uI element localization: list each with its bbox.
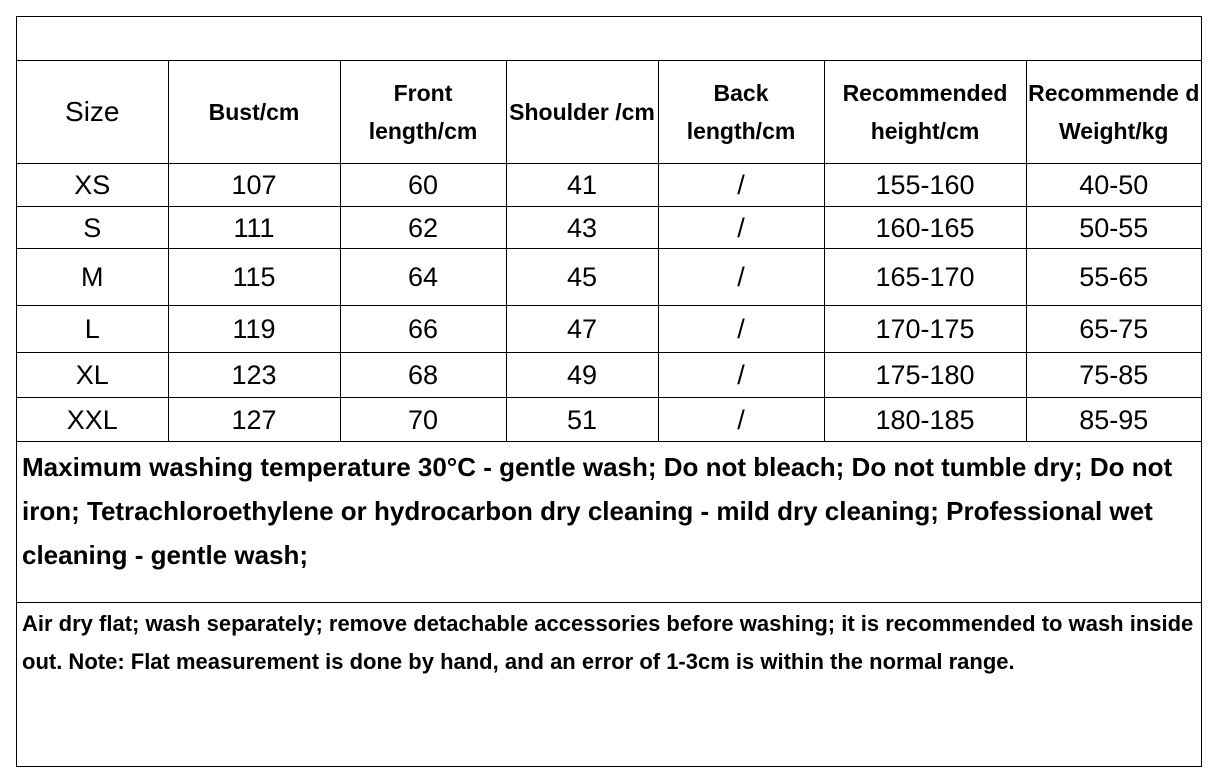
cell-back-length: / — [657, 305, 825, 353]
cell-size: XS — [17, 163, 169, 207]
cell-front-length: 62 — [339, 206, 507, 249]
cell-height: 180-185 — [823, 397, 1027, 442]
top-blank-row — [17, 17, 1201, 61]
cell-weight: 40-50 — [1025, 163, 1201, 207]
cell-front-length: 70 — [339, 397, 507, 442]
cell-weight: 50-55 — [1025, 206, 1201, 249]
cell-weight: 65-75 — [1025, 305, 1201, 353]
cell-size: XXL — [17, 397, 169, 442]
table-row: L 119 66 47 / 170-175 65-75 — [17, 305, 1201, 353]
cell-size: M — [17, 248, 169, 306]
header-shoulder: Shoulder /cm — [505, 61, 659, 164]
table-row: XS 107 60 41 / 155-160 40-50 — [17, 163, 1201, 207]
table-row: XXL 127 70 51 / 180-185 85-95 — [17, 397, 1201, 442]
measurement-note-block: Air dry flat; wash separately; remove de… — [17, 603, 1201, 766]
cell-front-length: 66 — [339, 305, 507, 353]
header-bust: Bust/cm — [167, 61, 341, 164]
header-recommended-weight: Recommende d Weight/kg — [1025, 61, 1201, 164]
care-instructions-text: Maximum washing temperature 30°C - gentl… — [22, 452, 1173, 570]
size-table: Size Bust/cm Front length/cm Shoulder /c… — [17, 61, 1201, 442]
cell-bust: 123 — [167, 352, 341, 398]
cell-weight: 85-95 — [1025, 397, 1201, 442]
cell-front-length: 60 — [339, 163, 507, 207]
cell-bust: 119 — [167, 305, 341, 353]
header-size: Size — [17, 61, 169, 164]
header-recommended-height: Recommended height/cm — [823, 61, 1027, 164]
cell-bust: 127 — [167, 397, 341, 442]
cell-size: S — [17, 206, 169, 249]
cell-shoulder: 43 — [505, 206, 659, 249]
cell-weight: 55-65 — [1025, 248, 1201, 306]
size-chart-document: Size Bust/cm Front length/cm Shoulder /c… — [16, 16, 1202, 767]
header-front-length: Front length/cm — [339, 61, 507, 164]
cell-back-length: / — [657, 397, 825, 442]
cell-size: L — [17, 305, 169, 353]
cell-shoulder: 47 — [505, 305, 659, 353]
cell-back-length: / — [657, 248, 825, 306]
cell-weight: 75-85 — [1025, 352, 1201, 398]
table-row: S 111 62 43 / 160-165 50-55 — [17, 206, 1201, 249]
cell-shoulder: 41 — [505, 163, 659, 207]
cell-shoulder: 45 — [505, 248, 659, 306]
cell-height: 160-165 — [823, 206, 1027, 249]
care-instructions-block: Maximum washing temperature 30°C - gentl… — [17, 442, 1201, 603]
cell-back-length: / — [657, 206, 825, 249]
cell-size: XL — [17, 352, 169, 398]
cell-shoulder: 51 — [505, 397, 659, 442]
cell-height: 170-175 — [823, 305, 1027, 353]
cell-bust: 111 — [167, 206, 341, 249]
measurement-note-text: Air dry flat; wash separately; remove de… — [22, 611, 1194, 674]
cell-height: 155-160 — [823, 163, 1027, 207]
cell-front-length: 64 — [339, 248, 507, 306]
table-row: XL 123 68 49 / 175-180 75-85 — [17, 352, 1201, 398]
cell-back-length: / — [657, 352, 825, 398]
cell-front-length: 68 — [339, 352, 507, 398]
cell-bust: 115 — [167, 248, 341, 306]
cell-back-length: / — [657, 163, 825, 207]
cell-bust: 107 — [167, 163, 341, 207]
table-row: M 115 64 45 / 165-170 55-65 — [17, 248, 1201, 306]
table-header-row: Size Bust/cm Front length/cm Shoulder /c… — [17, 61, 1201, 164]
cell-height: 165-170 — [823, 248, 1027, 306]
cell-shoulder: 49 — [505, 352, 659, 398]
cell-height: 175-180 — [823, 352, 1027, 398]
header-back-length: Back length/cm — [657, 61, 825, 164]
